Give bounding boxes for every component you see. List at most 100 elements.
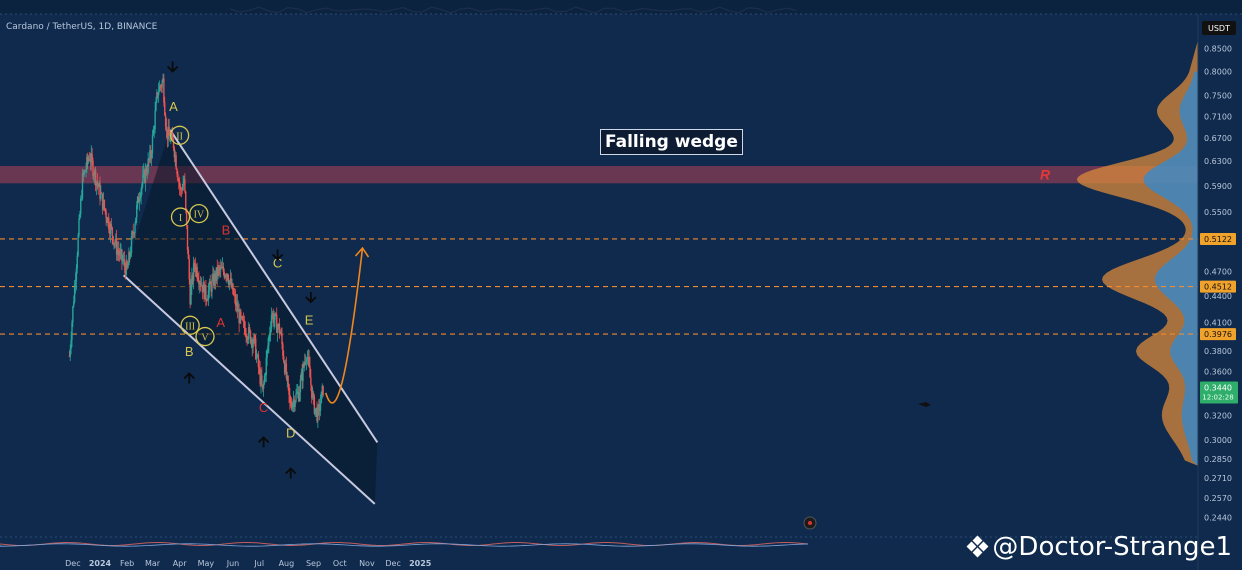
price-level-badge-10 xyxy=(1200,280,1236,293)
candle-body xyxy=(145,168,148,174)
candle-body xyxy=(275,313,277,315)
candle-body xyxy=(255,355,258,360)
candle-body xyxy=(260,375,262,385)
candle-body xyxy=(175,155,177,169)
currency-label: USDT xyxy=(1208,24,1230,33)
candle-body xyxy=(184,179,186,192)
candle-body xyxy=(296,392,298,394)
candle-body xyxy=(191,275,193,287)
watermark-text: @Doctor-Strange1 xyxy=(992,532,1232,562)
currency-box xyxy=(1202,21,1236,35)
wave-label-a-5: A xyxy=(216,315,225,330)
candle-body xyxy=(245,335,247,337)
candle-body xyxy=(269,328,272,333)
projection-arrow xyxy=(324,247,364,404)
candle-body xyxy=(84,170,86,172)
candle-body xyxy=(217,266,219,277)
candle-body xyxy=(198,280,200,285)
candle-body xyxy=(269,332,271,337)
candle-body xyxy=(151,135,154,154)
candle-body xyxy=(150,153,153,159)
candle-body xyxy=(298,392,301,401)
candle-body xyxy=(91,153,93,161)
candle-body xyxy=(279,332,281,334)
price-tick-13: 0.3976 xyxy=(1204,330,1232,339)
candle-body xyxy=(87,156,89,162)
candle-body xyxy=(107,217,109,224)
candle-body xyxy=(78,218,80,236)
candle-body xyxy=(185,191,187,209)
candle-body xyxy=(218,266,220,268)
candle-body xyxy=(258,366,260,368)
candle-body xyxy=(143,170,146,183)
candle-body xyxy=(101,193,104,210)
candle-body xyxy=(168,127,170,136)
candle-body xyxy=(173,148,176,158)
candle-body xyxy=(200,285,203,287)
candle-body xyxy=(71,322,73,340)
current-price: 0.3440 xyxy=(1204,383,1232,392)
candle-body xyxy=(311,384,313,399)
candle-body xyxy=(255,338,257,360)
candle-body xyxy=(193,263,196,265)
candle-body xyxy=(196,266,198,278)
candle-body xyxy=(195,266,197,272)
candle-body xyxy=(142,174,144,184)
candle-body xyxy=(292,399,295,404)
up-arrow-icon-3 xyxy=(257,436,270,448)
candle-body xyxy=(312,392,315,397)
candle-body xyxy=(322,385,324,396)
x-tick-3: Mar xyxy=(145,559,161,568)
candle-body xyxy=(199,282,201,285)
candle-body xyxy=(288,383,290,395)
candle-body xyxy=(74,281,77,285)
candle-body xyxy=(163,78,165,103)
candle-body xyxy=(300,372,302,380)
candle-body xyxy=(224,275,226,278)
price-tick-12: 0.4100 xyxy=(1204,319,1232,328)
candle-body xyxy=(280,332,282,334)
candle-body xyxy=(231,283,233,288)
candle-body xyxy=(192,275,194,282)
wedge-upper-line xyxy=(169,129,379,443)
candle-body xyxy=(89,159,92,163)
candle-body xyxy=(157,91,160,96)
candle-body xyxy=(164,115,167,127)
candle-body xyxy=(130,236,133,254)
price-tick-21: 0.2570 xyxy=(1204,494,1232,503)
wave-circle-2 xyxy=(189,203,209,224)
candle-body xyxy=(120,249,122,251)
candle-body xyxy=(262,383,265,389)
candle-body xyxy=(190,286,192,305)
wave-label-c-7: C xyxy=(259,400,268,415)
candle-body xyxy=(202,282,204,293)
candle-body xyxy=(178,181,181,187)
candle-body xyxy=(305,359,308,362)
candle-body xyxy=(276,326,279,333)
candle-body xyxy=(277,323,280,327)
candle-body xyxy=(317,407,319,422)
volume-profile xyxy=(1076,40,1198,466)
candle-body xyxy=(310,377,312,385)
x-tick-9: Sep xyxy=(306,559,321,568)
candle-body xyxy=(125,261,127,276)
x-tick-12: Dec xyxy=(385,559,400,568)
candle-body xyxy=(297,391,300,401)
price-tick-1: 0.8000 xyxy=(1204,68,1232,77)
candle-body xyxy=(158,85,161,92)
candle-body xyxy=(264,375,267,376)
marker-icon xyxy=(918,402,931,407)
candle-body xyxy=(124,266,127,276)
wave-label-d-3: D xyxy=(286,425,295,440)
candle-body xyxy=(201,285,204,293)
x-tick-10: Oct xyxy=(333,559,347,568)
candle-body xyxy=(320,391,323,404)
candle-body xyxy=(240,311,242,318)
candle-body xyxy=(75,268,78,282)
candle-body xyxy=(297,391,299,393)
candle-body xyxy=(304,361,307,363)
candle-body xyxy=(220,267,222,271)
candle-body xyxy=(281,333,283,345)
price-tick-17: 0.3200 xyxy=(1204,412,1232,421)
